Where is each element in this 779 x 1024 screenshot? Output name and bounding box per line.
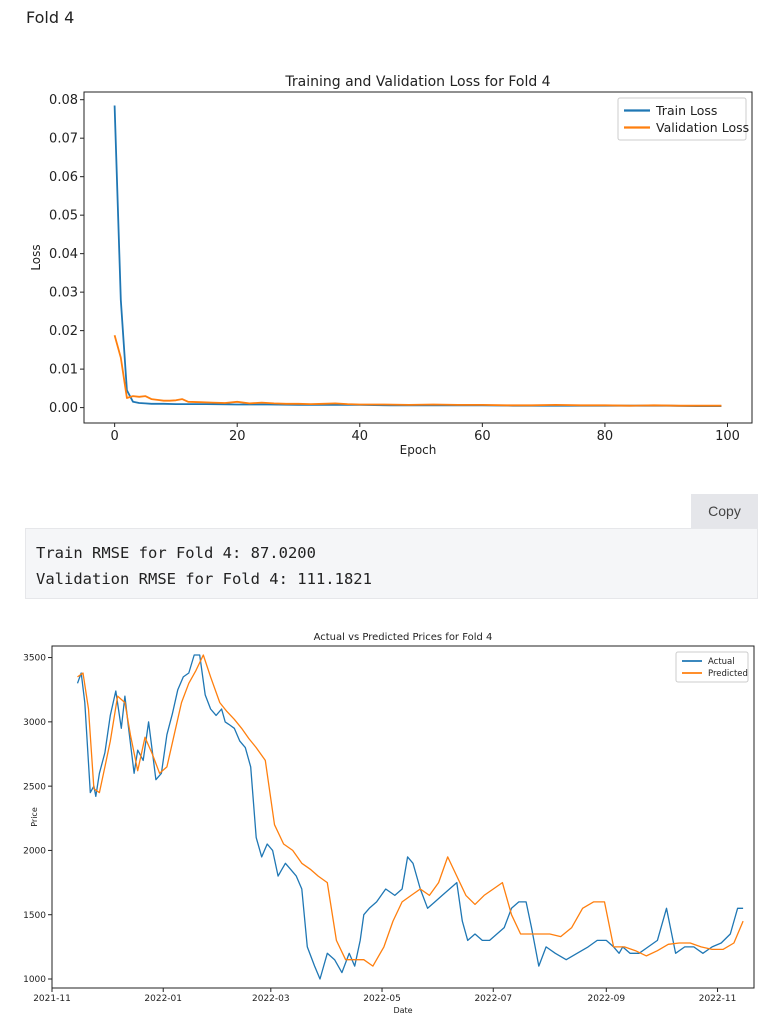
validation-rmse-line: Validation RMSE for Fold 4: 111.1821 (36, 570, 372, 588)
y-tick-label: 0.03 (49, 286, 78, 301)
plot-frame (51, 645, 755, 989)
plot-frame (83, 91, 753, 424)
x-tick-label: 0 (111, 429, 119, 444)
series-line-a (113, 105, 722, 408)
y-tick-label: 0.06 (49, 170, 78, 185)
x-tick-label: 2022-07 (474, 994, 512, 1004)
x-tick-label: 2022-03 (252, 994, 290, 1004)
legend-box (675, 651, 749, 683)
x-axis-label: Date (393, 1006, 412, 1015)
rmse-output: Train RMSE for Fold 4: 87.0200 Validatio… (25, 528, 758, 599)
y-tick-label: 0.01 (49, 363, 78, 378)
x-tick-label: 60 (474, 429, 491, 444)
legend-label: Validation Loss (656, 120, 749, 135)
x-tick-label: 2022-11 (699, 994, 737, 1004)
y-axis-label: Loss (29, 244, 43, 270)
y-axis-label: Price (30, 807, 39, 827)
legend-label: Train Loss (655, 103, 717, 118)
y-tick-label: 0.00 (49, 401, 78, 416)
y-tick-label: 0.07 (49, 132, 78, 147)
x-tick-label: 100 (715, 429, 740, 444)
x-tick-label: 20 (229, 429, 246, 444)
loss-chart: Training and Validation Loss for Fold 4 0… (0, 60, 779, 460)
series-line-b (77, 654, 744, 967)
y-tick-label: 2500 (23, 782, 46, 792)
y-tick-label: 3000 (23, 718, 46, 728)
y-tick-label: 3500 (23, 654, 46, 664)
y-tick-label: 2000 (23, 847, 46, 857)
y-tick-label: 0.05 (49, 209, 78, 224)
x-tick-label: 2022-09 (588, 994, 626, 1004)
y-tick-label: 0.08 (49, 93, 78, 108)
series-line-a (76, 654, 744, 980)
chart-title: Training and Validation Loss for Fold 4 (284, 74, 550, 90)
fold-heading: Fold 4 (26, 8, 75, 27)
x-tick-label: 2022-01 (144, 994, 182, 1004)
legend-box (617, 97, 747, 141)
chart-title: Actual vs Predicted Prices for Fold 4 (314, 632, 493, 643)
series-line-b (113, 334, 722, 407)
x-tick-label: 40 (352, 429, 369, 444)
y-tick-label: 1000 (23, 975, 46, 985)
loss-chart-svg: Training and Validation Loss for Fold 4 0… (29, 74, 753, 457)
x-tick-label: 2022-05 (363, 994, 401, 1004)
x-tick-label: 2021-11 (33, 994, 71, 1004)
train-rmse-line: Train RMSE for Fold 4: 87.0200 (36, 544, 316, 562)
price-chart: Actual vs Predicted Prices for Fold 4 202… (0, 628, 779, 1024)
price-chart-svg: Actual vs Predicted Prices for Fold 4 202… (23, 632, 755, 1015)
y-tick-label: 0.02 (49, 324, 78, 339)
copy-button[interactable]: Copy (691, 494, 758, 528)
y-tick-label: 1500 (23, 911, 46, 921)
legend-label: Actual (708, 657, 735, 667)
legend-label: Predicted (708, 669, 748, 679)
x-tick-label: 80 (597, 429, 614, 444)
x-axis-label: Epoch (400, 443, 437, 457)
y-tick-label: 0.04 (49, 247, 78, 262)
